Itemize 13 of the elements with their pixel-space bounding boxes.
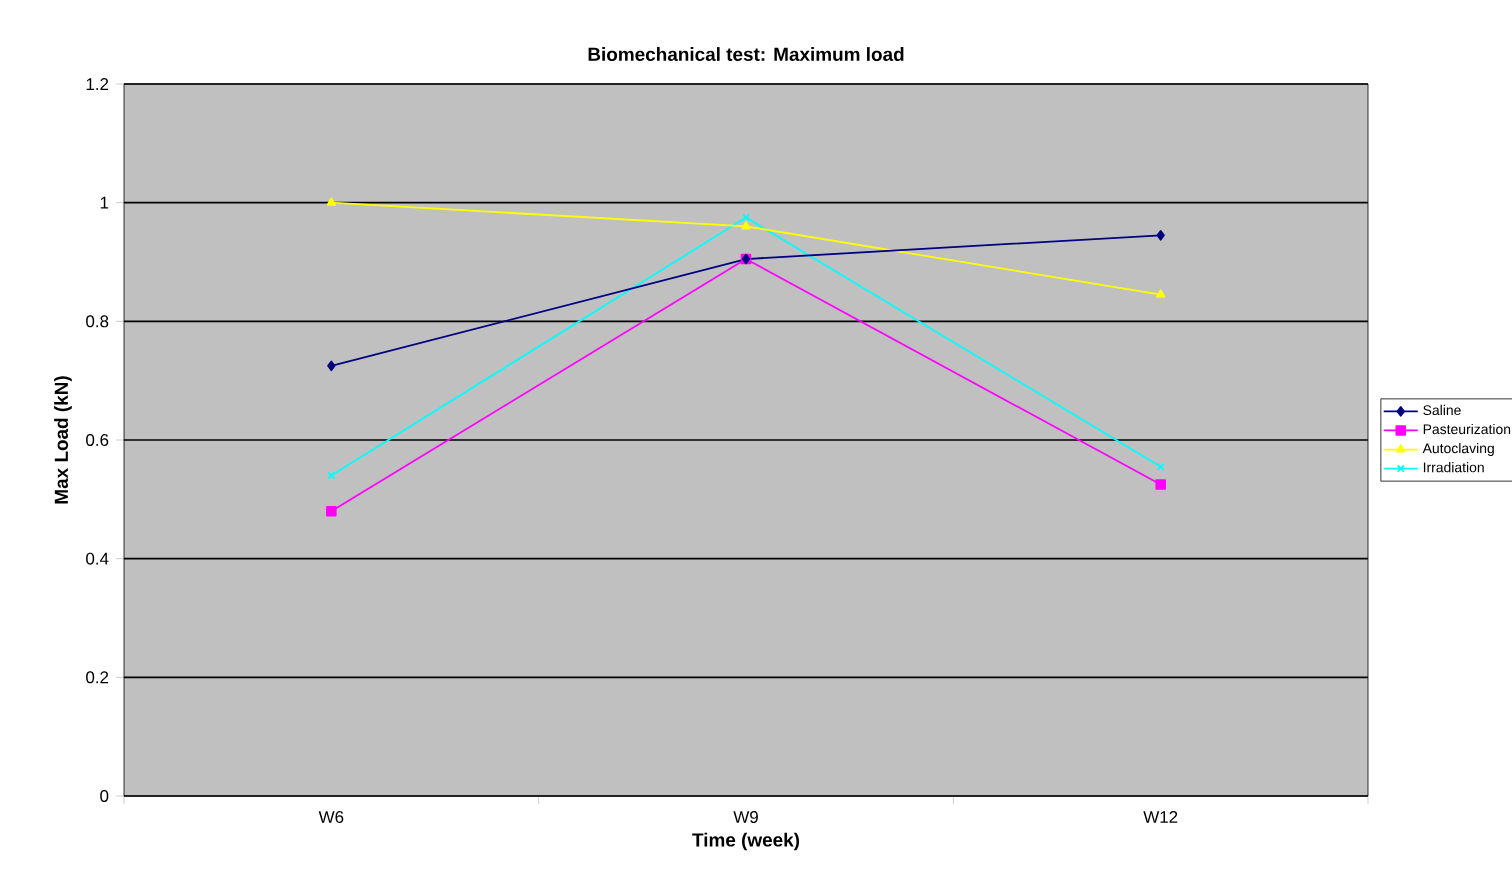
y-tick-label: 0.6 [86, 434, 109, 446]
y-tick-label: 0 [100, 790, 109, 802]
y-tick-label: 0.8 [86, 315, 109, 328]
x-tick-label: W12 [1143, 811, 1178, 823]
y-tick-label: 0.4 [86, 552, 109, 565]
x-tick-label: W9 [733, 811, 758, 823]
y-tick-label: 0.2 [86, 671, 109, 684]
y-tick-label: 1.2 [86, 78, 109, 90]
x-tick-label: W6 [318, 811, 344, 823]
chart-title: Biomechanical test: Maximum load [588, 47, 904, 62]
y-tick-label: 1 [100, 196, 109, 209]
y-axis-title: Max Load (kN) [54, 376, 72, 504]
x-axis-title: Time (week) [692, 832, 800, 851]
